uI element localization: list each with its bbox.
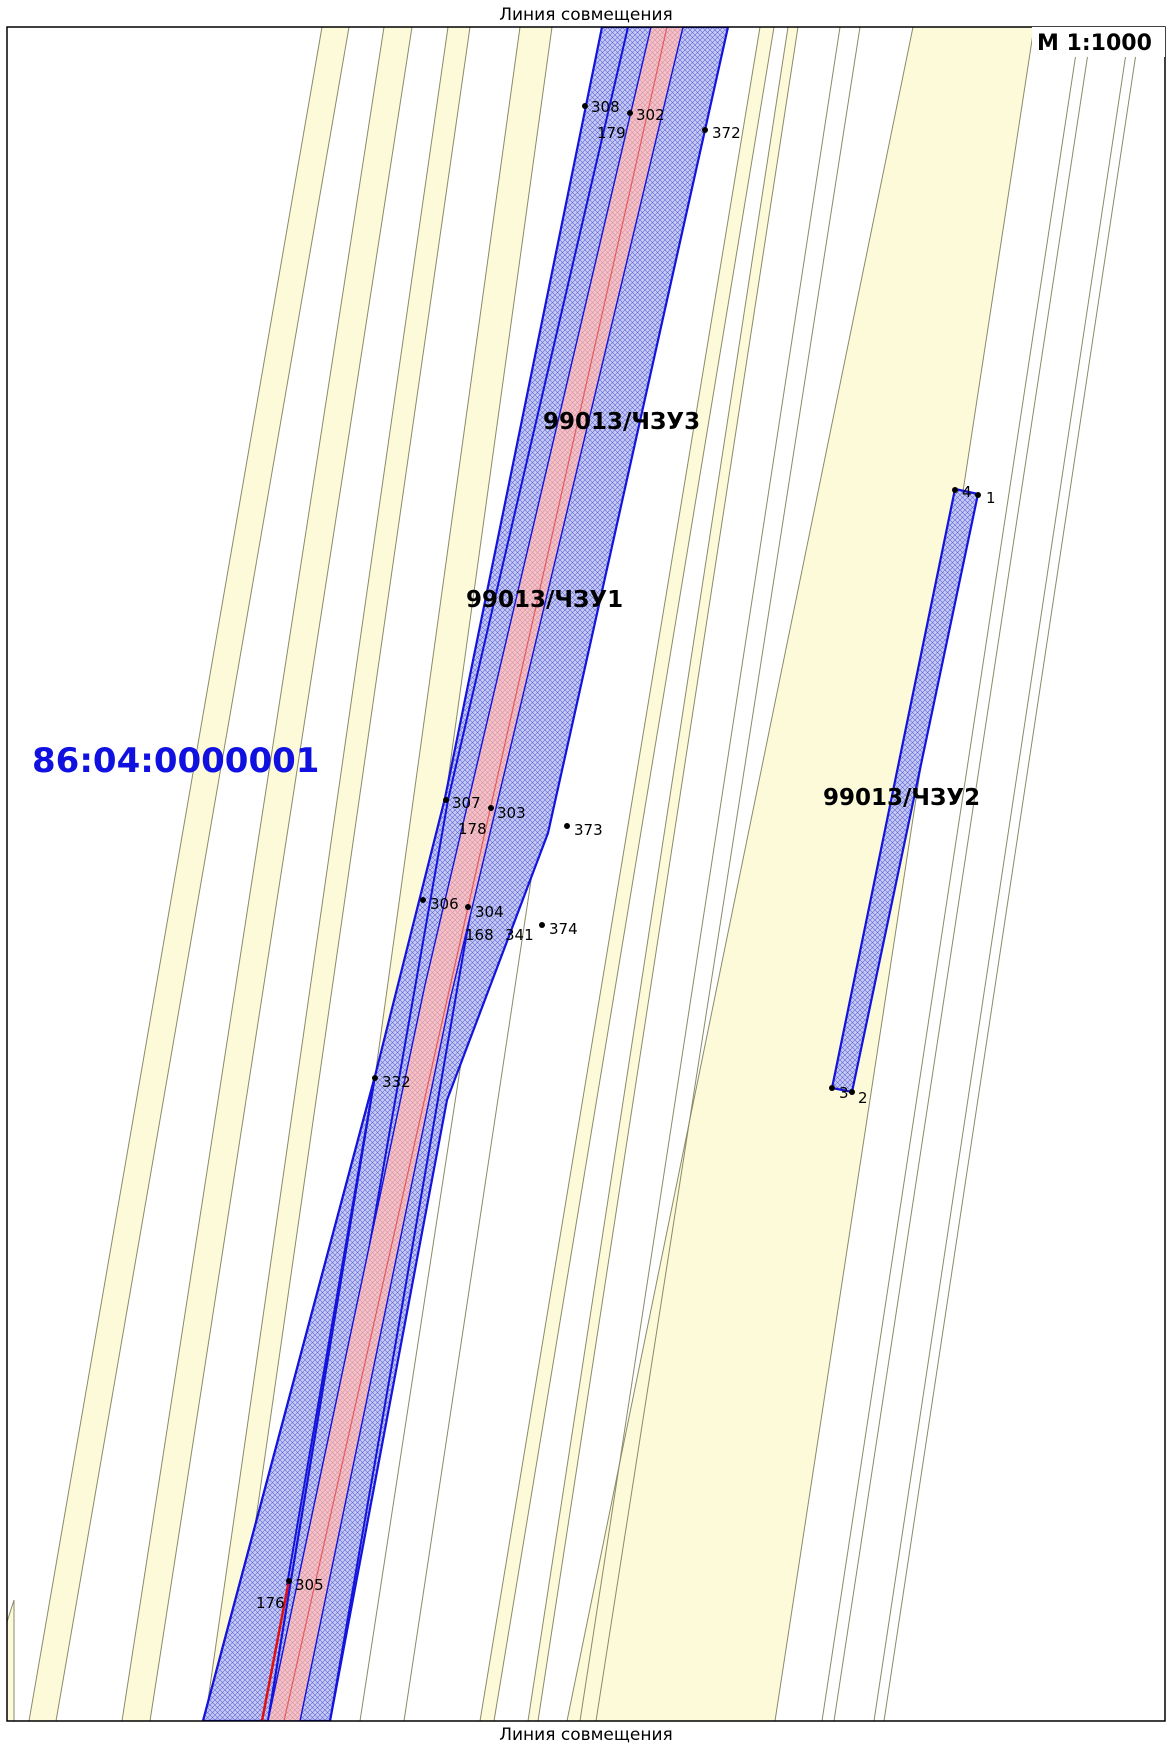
scale-box: [1032, 27, 1165, 57]
point-label-306: 306: [430, 895, 459, 913]
point-label-3: 3: [839, 1084, 849, 1102]
point-label-341: 341: [505, 926, 534, 944]
point-label-2: 2: [858, 1089, 868, 1107]
map-content: 308 302 179 372 307 303 178 373 306 304 …: [7, 27, 1141, 1721]
strip-right-2: [527, 27, 799, 1721]
strip-left-3: [204, 27, 471, 1721]
point-dot-2: [849, 1089, 855, 1095]
point-dot-372: [702, 127, 708, 133]
top-junction-label: Линия совмещения: [499, 5, 673, 25]
part-label-chzu3: 99013/ЧЗУ3: [543, 409, 700, 435]
point-label-304: 304: [475, 903, 504, 921]
cadastral-quarter-label: 86:04:0000001: [32, 741, 319, 781]
point-label-374: 374: [549, 920, 578, 938]
axis-red-segment: [260, 1579, 291, 1721]
point-label-305: 305: [295, 1576, 324, 1594]
strip-wide: [566, 27, 1035, 1721]
point-label-178: 178: [458, 820, 487, 838]
point-label-168: 168: [465, 926, 494, 944]
point-dot-3: [829, 1085, 835, 1091]
part-label-chzu2: 99013/ЧЗУ2: [823, 785, 980, 811]
strip-far-left: [7, 1599, 15, 1721]
point-label-1: 1: [986, 489, 996, 507]
point-dot-4: [952, 487, 958, 493]
point-label-4: 4: [962, 483, 972, 501]
point-dot-308: [582, 103, 588, 109]
part-label-chzu1: 99013/ЧЗУ1: [466, 587, 623, 613]
map-frame: [6, 26, 1166, 1722]
strip-left-2: [121, 27, 413, 1721]
point-label-179: 179: [597, 124, 626, 142]
point-dot-373: [564, 823, 570, 829]
point-dot-303: [488, 805, 494, 811]
zone-branch: [201, 1075, 377, 1721]
axis-centerline: [283, 27, 668, 1721]
point-dot-374: [539, 922, 545, 928]
point-dot-302: [627, 110, 633, 116]
point-label-308: 308: [591, 98, 620, 116]
point-label-373: 373: [574, 821, 603, 839]
strip-right-1: [479, 27, 775, 1721]
point-label-302: 302: [636, 106, 665, 124]
point-labels: 308 302 179 372 307 303 178 373 306 304 …: [256, 98, 996, 1612]
point-dot-306: [420, 897, 426, 903]
scale-label: М 1:1000: [1037, 31, 1152, 56]
point-markers: [286, 103, 981, 1584]
point-dot-307: [443, 797, 449, 803]
point-label-176: 176: [256, 1594, 285, 1612]
strip-left-1: [28, 27, 350, 1721]
point-label-372: 372: [712, 124, 741, 142]
point-dot-332: [372, 1075, 378, 1081]
point-dot-1: [975, 492, 981, 498]
point-dot-305: [286, 1578, 292, 1584]
bottom-junction-label: Линия совмещения: [499, 1725, 673, 1745]
point-dot-304: [465, 904, 471, 910]
point-label-332: 332: [382, 1073, 411, 1091]
point-label-303: 303: [497, 804, 526, 822]
point-label-307: 307: [452, 794, 481, 812]
